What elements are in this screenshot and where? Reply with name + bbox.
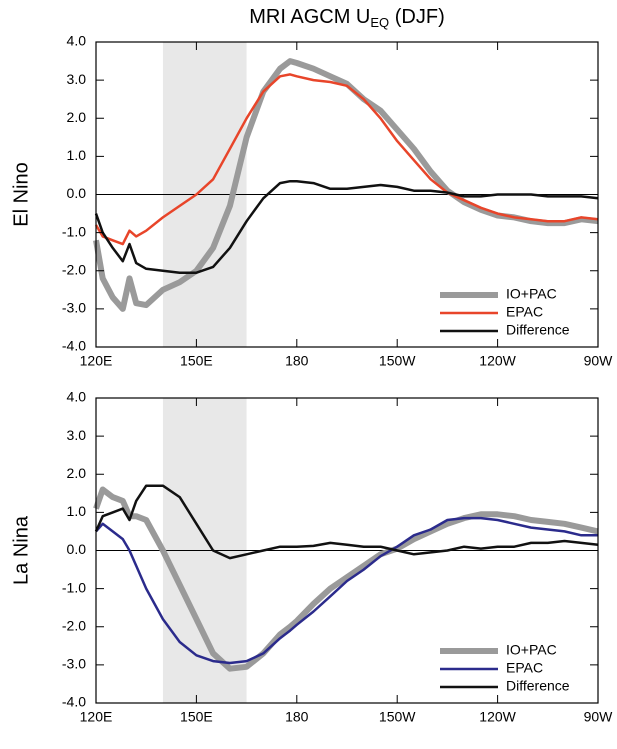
- legend-label: EPAC: [506, 660, 543, 676]
- series-line: [93, 486, 599, 672]
- legend-label: IO+PAC: [506, 642, 557, 658]
- y-tick-label: -4.0: [62, 338, 86, 354]
- legend-label: Difference: [506, 322, 570, 338]
- x-tick-label: 90W: [584, 353, 614, 369]
- y-tick-label: -1.0: [62, 579, 86, 595]
- y-tick-label: 2.0: [67, 465, 87, 481]
- legend-label: EPAC: [506, 304, 543, 320]
- y-tick-label: 0.0: [67, 185, 87, 201]
- y-tick-label: -1.0: [62, 223, 86, 239]
- y-tick-label: -3.0: [62, 300, 86, 316]
- x-tick-label: 150W: [379, 709, 416, 725]
- series-line: [94, 484, 599, 560]
- chart-title: MRI AGCM UEQ (DJF): [249, 6, 444, 30]
- x-tick-label: 120E: [80, 353, 113, 369]
- y-axis-label: La Nina: [10, 515, 32, 585]
- y-tick-label: 3.0: [67, 427, 87, 443]
- x-tick-label: 120E: [80, 709, 113, 725]
- x-tick-label: 150W: [379, 353, 416, 369]
- y-tick-label: 2.0: [67, 109, 87, 125]
- series-line: [95, 516, 598, 665]
- title-part: (DJF): [389, 6, 445, 28]
- y-tick-label: 4.0: [67, 389, 87, 405]
- x-tick-label: 90W: [584, 709, 614, 725]
- x-tick-label: 150E: [180, 709, 213, 725]
- y-tick-label: 0.0: [67, 541, 87, 557]
- x-tick-label: 150E: [180, 353, 213, 369]
- title-part: MRI AGCM U: [249, 6, 370, 28]
- x-tick-label: 180: [285, 353, 309, 369]
- x-tick-label: 120W: [479, 353, 516, 369]
- y-tick-label: -3.0: [62, 656, 86, 672]
- y-axis-label: El Nino: [10, 162, 32, 226]
- legend-label: IO+PAC: [506, 286, 557, 302]
- series-line: [94, 73, 599, 246]
- y-tick-label: 3.0: [67, 71, 87, 87]
- y-tick-label: 1.0: [67, 147, 87, 163]
- y-tick-label: 4.0: [67, 33, 87, 49]
- x-tick-label: 180: [285, 709, 309, 725]
- y-tick-label: 1.0: [67, 503, 87, 519]
- title-subscript: EQ: [370, 15, 389, 30]
- series-line: [94, 179, 599, 274]
- x-tick-label: 120W: [479, 709, 516, 725]
- legend-label: Difference: [506, 678, 570, 694]
- y-tick-label: -2.0: [62, 617, 86, 633]
- y-tick-label: -4.0: [62, 694, 86, 710]
- y-tick-label: -2.0: [62, 261, 86, 277]
